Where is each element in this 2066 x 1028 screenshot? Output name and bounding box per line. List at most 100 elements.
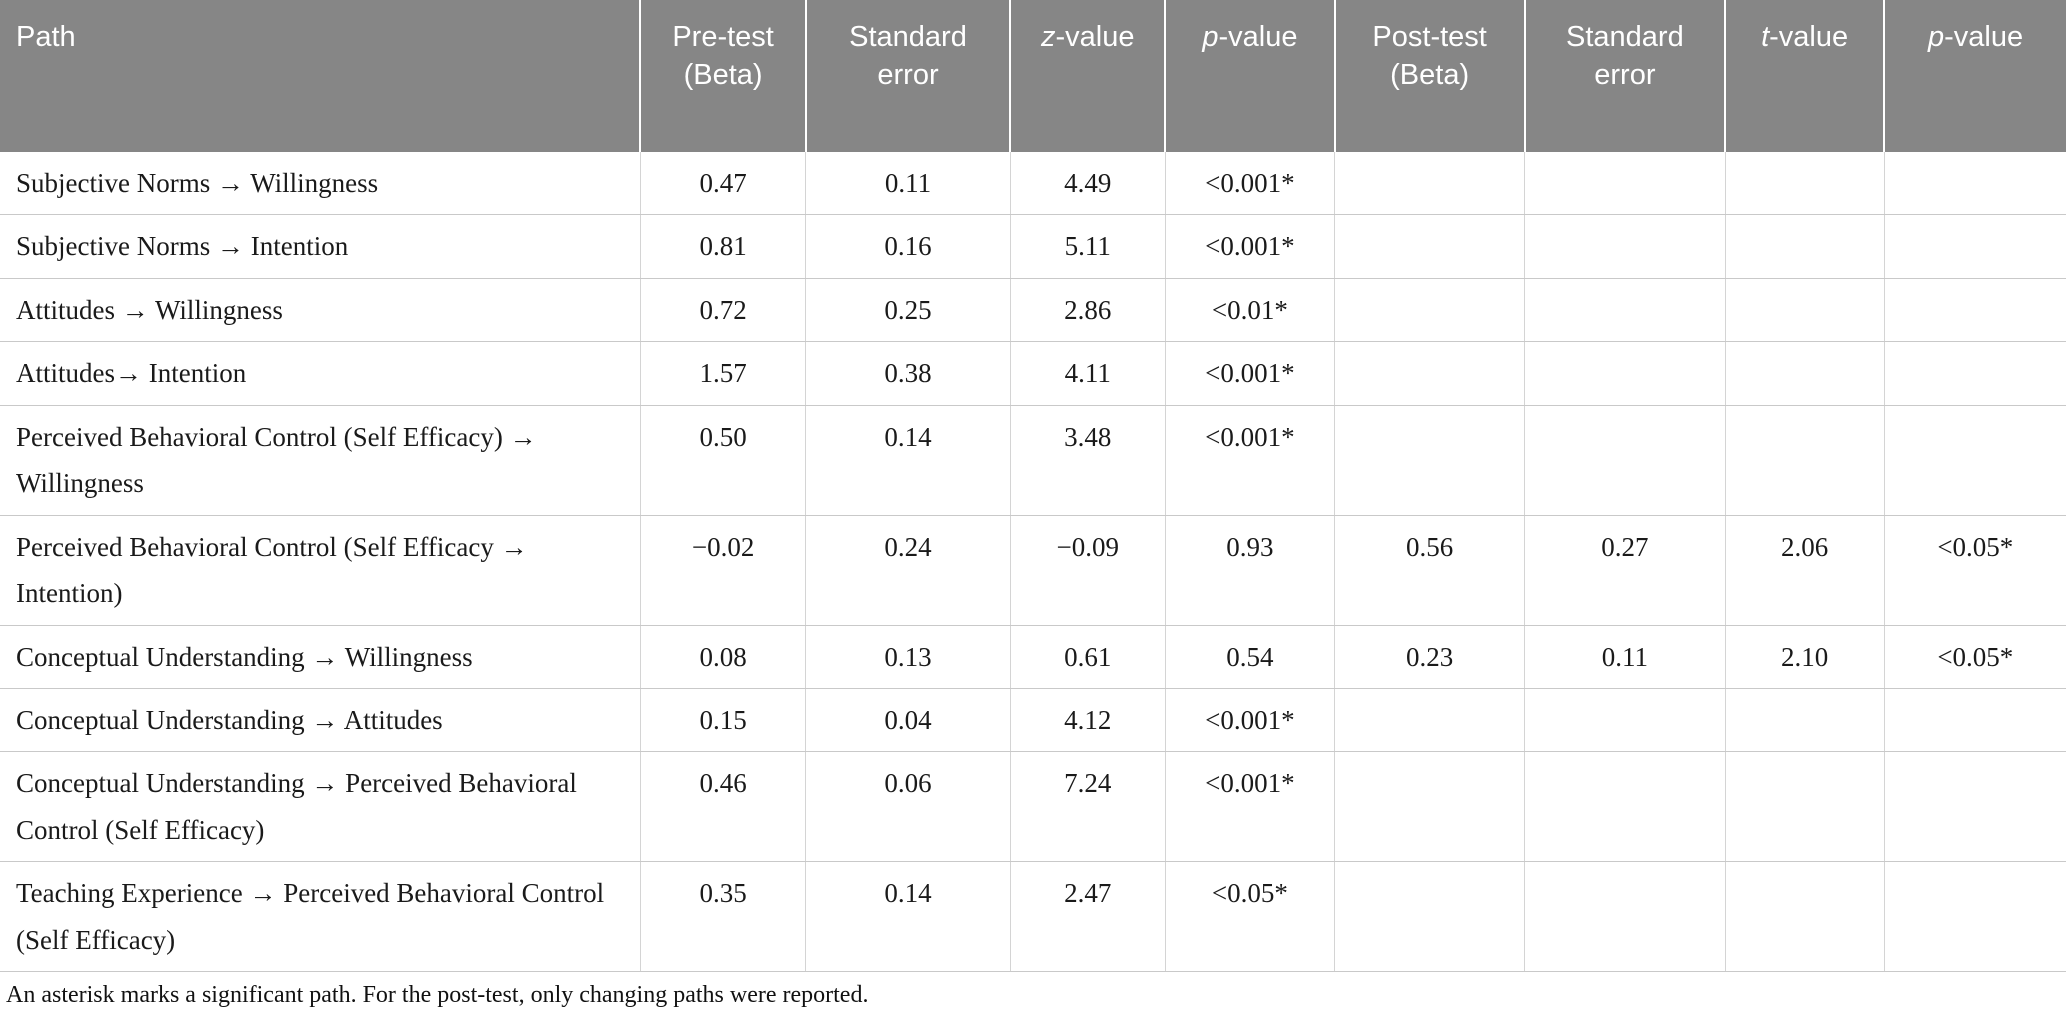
value-cell: 0.47 xyxy=(640,152,807,216)
value-cell: 0.56 xyxy=(1334,515,1526,626)
value-cell: 0.16 xyxy=(805,214,1011,279)
value-cell: 0.13 xyxy=(805,625,1011,689)
table-row: Attitudes→ Intention 1.57 0.38 4.11 <0.001* xyxy=(0,341,2066,406)
value-cell: 2.10 xyxy=(1725,625,1885,689)
table-row: Perceived Behavioral Control (Self Effic… xyxy=(0,405,2066,516)
table-row: Teaching Experience → Perceived Behavior… xyxy=(0,861,2066,973)
value-cell: 0.06 xyxy=(805,751,1011,863)
value-cell: 0.25 xyxy=(805,278,1011,343)
value-cell: 4.49 xyxy=(1010,152,1166,216)
value-cell: 5.11 xyxy=(1010,214,1166,279)
value-cell xyxy=(1884,152,2066,216)
table-row: Perceived Behavioral Control (Self Effic… xyxy=(0,515,2066,626)
header-italic-letter: p xyxy=(1928,21,1945,53)
value-cell: 2.06 xyxy=(1725,515,1885,626)
value-cell xyxy=(1884,278,2066,343)
value-cell: 0.08 xyxy=(640,625,807,689)
value-cell: 0.24 xyxy=(805,515,1011,626)
value-cell xyxy=(1334,861,1526,973)
value-cell: 2.47 xyxy=(1010,861,1166,973)
value-cell xyxy=(1334,341,1526,406)
value-cell: <0.05* xyxy=(1165,861,1336,973)
path-cell: Perceived Behavioral Control (Self Effic… xyxy=(0,515,641,626)
value-cell: 4.12 xyxy=(1010,688,1166,753)
value-cell: 0.15 xyxy=(640,688,807,753)
col-header-p-value-post: p-value xyxy=(1884,0,2066,152)
value-cell: 0.27 xyxy=(1524,515,1726,626)
table-row: Attitudes → Willingness 0.72 0.25 2.86 <0.01… xyxy=(0,278,2066,343)
value-cell xyxy=(1884,751,2066,863)
value-cell: 0.11 xyxy=(805,152,1011,216)
path-cell: Attitudes→ Intention xyxy=(0,341,641,406)
value-cell xyxy=(1725,688,1885,753)
value-cell: <0.001* xyxy=(1165,751,1336,863)
header-label-text: -value xyxy=(1218,21,1298,53)
value-cell xyxy=(1524,861,1726,973)
value-cell: 0.46 xyxy=(640,751,807,863)
value-cell: 0.61 xyxy=(1010,625,1166,689)
header-label-text: Pre-test (Beta) xyxy=(672,21,774,92)
value-cell xyxy=(1524,341,1726,406)
header-label-text: -value xyxy=(1944,21,2024,53)
table-row: Conceptual Understanding → Attitudes 0.15… xyxy=(0,688,2066,753)
table-row: Subjective Norms → Willingness 0.47 0.11 4.… xyxy=(0,152,2066,216)
value-cell: 0.50 xyxy=(640,405,807,516)
col-header-z-value: z-value xyxy=(1010,0,1167,152)
path-cell: Subjective Norms → Intention xyxy=(0,214,641,279)
header-label-text: Post-test (Beta) xyxy=(1372,21,1487,92)
value-cell xyxy=(1884,405,2066,516)
header-label-text: -value xyxy=(1055,21,1135,53)
value-cell xyxy=(1524,751,1726,863)
value-cell xyxy=(1334,152,1526,216)
value-cell: 3.48 xyxy=(1010,405,1166,516)
value-cell xyxy=(1334,278,1526,343)
value-cell: −0.09 xyxy=(1010,515,1166,626)
value-cell: <0.001* xyxy=(1165,688,1336,753)
value-cell xyxy=(1725,861,1885,973)
value-cell xyxy=(1884,341,2066,406)
value-cell: 0.54 xyxy=(1165,625,1336,689)
path-cell: Subjective Norms → Willingness xyxy=(0,152,641,216)
value-cell xyxy=(1725,214,1885,279)
value-cell xyxy=(1334,688,1526,753)
header-italic-letter: z xyxy=(1040,21,1056,53)
col-header-posttest-beta: Post-test (Beta) xyxy=(1334,0,1526,152)
value-cell: 0.04 xyxy=(805,688,1011,753)
value-cell: 4.11 xyxy=(1010,341,1166,406)
col-header-pretest-beta: Pre-test (Beta) xyxy=(640,0,807,152)
col-header-standard-error-post: Standard error xyxy=(1524,0,1727,152)
value-cell: 0.72 xyxy=(640,278,807,343)
value-cell: <0.001* xyxy=(1165,214,1336,279)
value-cell xyxy=(1334,751,1526,863)
value-cell: 0.38 xyxy=(805,341,1011,406)
table-row: Subjective Norms → Intention 0.81 0.16 5.11… xyxy=(0,214,2066,279)
value-cell: 0.23 xyxy=(1334,625,1526,689)
value-cell xyxy=(1524,214,1726,279)
value-cell xyxy=(1884,214,2066,279)
value-cell xyxy=(1725,341,1885,406)
value-cell xyxy=(1524,688,1726,753)
table-row: Conceptual Understanding → Willingness 0.… xyxy=(0,625,2066,689)
value-cell: 0.93 xyxy=(1165,515,1336,626)
value-cell xyxy=(1524,278,1726,343)
value-cell: 0.14 xyxy=(805,861,1011,973)
value-cell xyxy=(1524,152,1726,216)
table-footnote: An asterisk marks a significant path. Fo… xyxy=(6,982,869,1009)
value-cell: <0.01* xyxy=(1165,278,1336,343)
value-cell: 0.35 xyxy=(640,861,807,973)
col-header-standard-error-pre: Standard error xyxy=(805,0,1012,152)
value-cell: 0.11 xyxy=(1524,625,1726,689)
value-cell xyxy=(1334,405,1526,516)
value-cell: <0.05* xyxy=(1884,625,2066,689)
path-cell: Teaching Experience → Perceived Behavior… xyxy=(0,861,641,973)
value-cell: <0.001* xyxy=(1165,341,1336,406)
header-label-text: Standard error xyxy=(849,21,967,92)
value-cell: 1.57 xyxy=(640,341,807,406)
value-cell: 2.86 xyxy=(1010,278,1166,343)
value-cell xyxy=(1334,214,1526,279)
results-table: Path Pre-test (Beta) Standard error z-va… xyxy=(0,0,2066,973)
value-cell xyxy=(1524,405,1726,516)
value-cell xyxy=(1884,688,2066,753)
path-cell: Attitudes → Willingness xyxy=(0,278,641,343)
